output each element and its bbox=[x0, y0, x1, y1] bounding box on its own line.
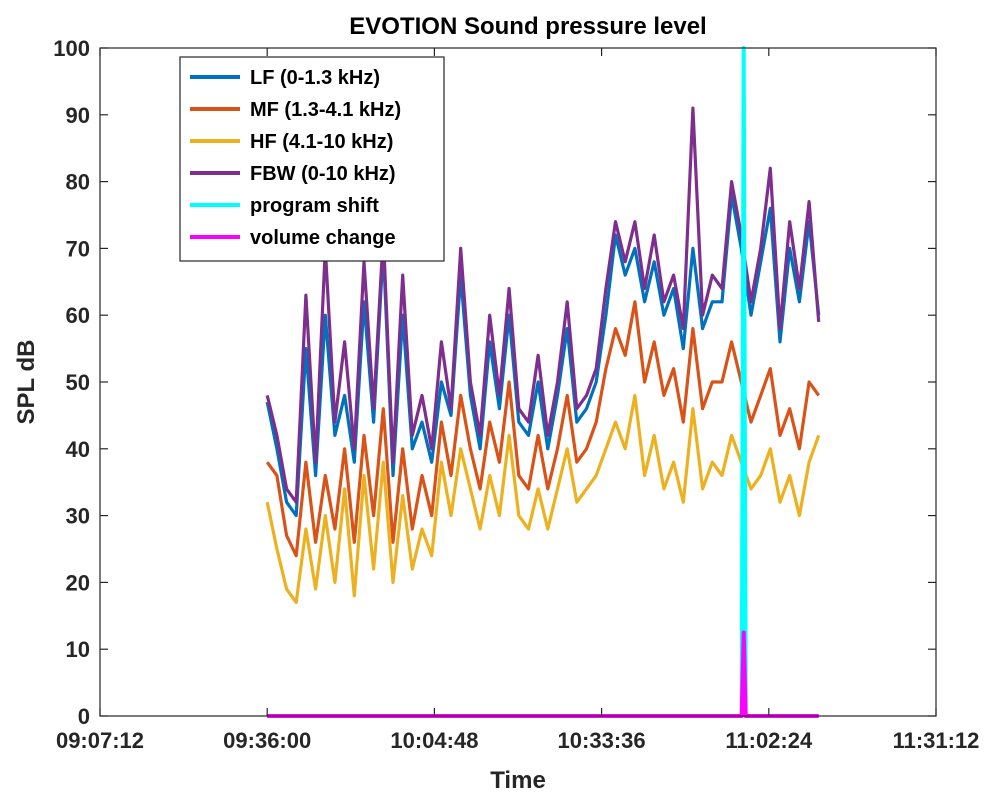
y-tick-label: 0 bbox=[78, 704, 90, 729]
x-axis-title: Time bbox=[490, 767, 546, 794]
x-tick-label: 09:36:00 bbox=[223, 728, 311, 753]
legend-label: MF (1.3-4.1 kHz) bbox=[250, 99, 401, 121]
y-tick-label: 60 bbox=[66, 303, 90, 328]
x-tick-label: 09:07:12 bbox=[56, 728, 144, 753]
y-tick-label: 40 bbox=[66, 437, 90, 462]
x-tick-label: 10:33:36 bbox=[558, 728, 646, 753]
series-line-hf bbox=[265, 393, 821, 604]
x-tick-label: 11:31:12 bbox=[893, 728, 980, 753]
legend-label: program shift bbox=[250, 195, 379, 217]
y-tick-label: 50 bbox=[66, 370, 90, 395]
y-tick-label: 20 bbox=[66, 570, 90, 595]
y-tick-label: 100 bbox=[53, 36, 90, 61]
chart-title: EVOTION Sound pressure level bbox=[349, 13, 706, 40]
legend-label: LF (0-1.3 kHz) bbox=[250, 67, 380, 89]
y-tick-label: 30 bbox=[66, 504, 90, 529]
y-tick-label: 90 bbox=[66, 103, 90, 128]
y-axis-title: SPL dB bbox=[13, 340, 40, 425]
y-axis: 0 10 20 30 40 50 60 70 80 90 100 bbox=[53, 36, 936, 729]
series-line-mf bbox=[265, 300, 821, 558]
y-tick-label: 70 bbox=[66, 236, 90, 261]
x-axis: 09:07:12 09:36:00 10:04:48 10:33:36 11:02:24… bbox=[56, 48, 979, 753]
y-tick-label: 80 bbox=[66, 170, 90, 195]
legend-box bbox=[179, 56, 445, 262]
x-tick-label: 11:02:24 bbox=[725, 728, 813, 753]
y-tick-label: 10 bbox=[66, 637, 90, 662]
legend-label: FBW (0-10 kHz) bbox=[250, 163, 396, 185]
legend: LF (0-1.3 kHz) MF (1.3-4.1 kHz) HF (4.1-10… bbox=[179, 56, 445, 262]
x-tick-label: 10:04:48 bbox=[390, 728, 478, 753]
legend-label: volume change bbox=[250, 227, 396, 249]
legend-label: HF (4.1-10 kHz) bbox=[250, 131, 393, 153]
series-line-fbw bbox=[265, 106, 821, 504]
